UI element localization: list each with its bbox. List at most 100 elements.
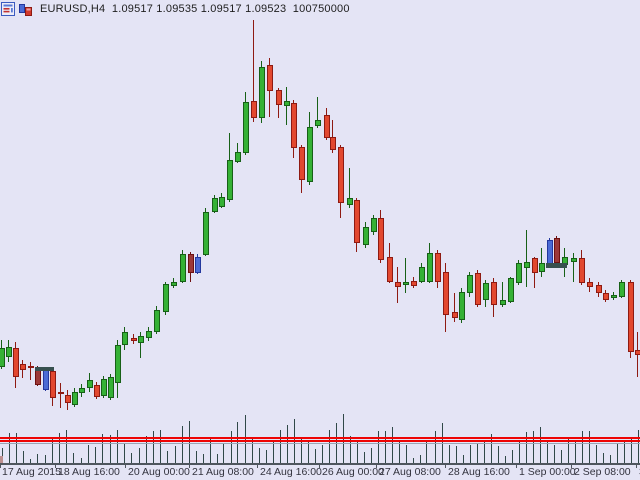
candlestick <box>251 101 257 118</box>
candlestick <box>79 388 85 393</box>
time-axis-major-tick <box>257 463 258 468</box>
candlestick <box>508 278 514 302</box>
candlestick <box>87 380 93 388</box>
volume-bar <box>589 431 590 463</box>
candle-wick <box>253 20 254 122</box>
ask-price-line <box>0 437 640 439</box>
volume-bar <box>95 447 96 463</box>
volume-bar <box>638 430 639 463</box>
volume-bar <box>252 437 253 463</box>
candlestick <box>571 258 577 262</box>
volume-bar <box>554 445 555 463</box>
candlestick <box>435 253 441 282</box>
candlestick <box>203 212 209 255</box>
volume-bar <box>245 415 246 463</box>
candle-wick <box>140 332 141 358</box>
candlestick <box>603 293 609 300</box>
candlestick <box>403 282 409 285</box>
volume-bar <box>533 431 534 463</box>
volume-bar <box>146 436 147 463</box>
candlestick <box>378 218 384 260</box>
volume-bar <box>343 414 344 463</box>
volume-bar <box>491 434 492 463</box>
volume-bar <box>308 441 309 463</box>
candlestick <box>65 395 71 403</box>
candlestick <box>628 282 634 352</box>
candlestick <box>330 137 336 150</box>
volume-bar <box>37 454 38 463</box>
candle-wick <box>30 362 31 380</box>
volume-bar <box>259 448 260 463</box>
candlestick <box>587 282 593 287</box>
candlestick <box>579 258 585 283</box>
candlestick <box>259 67 265 118</box>
candlestick <box>146 331 152 338</box>
clipped-artifact <box>0 456 3 463</box>
marker-bar <box>35 367 54 371</box>
volume-bar <box>223 443 224 463</box>
volume-bar <box>392 427 393 463</box>
volume-bar <box>617 444 618 463</box>
candlestick <box>419 267 425 282</box>
data-window-icon <box>1 1 18 17</box>
candle-wick <box>454 293 455 322</box>
candlestick <box>154 310 160 332</box>
time-axis-label: 2 Sep 08:00 <box>574 466 631 478</box>
candlestick <box>532 258 538 273</box>
candlestick <box>212 198 218 212</box>
candlestick <box>276 90 282 105</box>
time-axis-label: 28 Aug 16:00 <box>448 466 510 478</box>
volume-bar <box>378 431 379 463</box>
volume-bar <box>371 448 372 463</box>
candlestick <box>500 300 506 305</box>
candlestick <box>635 350 640 355</box>
candlestick <box>122 332 128 345</box>
volume-bar <box>449 445 450 463</box>
volume-bar <box>512 450 513 463</box>
volume-bar <box>322 445 323 463</box>
time-axis-label: 26 Aug 00:00 <box>322 466 384 478</box>
candlestick <box>539 263 545 272</box>
candlestick <box>411 281 417 286</box>
time-axis-major-tick <box>516 463 517 468</box>
volume-bar <box>266 450 267 463</box>
volume-bar <box>575 441 576 463</box>
candlestick <box>452 312 458 318</box>
volume-bar <box>540 427 541 463</box>
volume-bar <box>88 445 89 463</box>
candlestick <box>267 65 273 91</box>
time-axis-major-tick <box>189 463 190 468</box>
volume-bar <box>484 441 485 463</box>
candlestick <box>20 364 26 370</box>
volume-bar <box>498 446 499 463</box>
volume-bar <box>364 452 365 463</box>
candlestick <box>6 347 12 357</box>
candlestick <box>131 338 137 341</box>
candlestick <box>0 348 5 367</box>
candlestick <box>371 218 377 232</box>
volume-bar <box>610 455 611 463</box>
candle-wick <box>60 383 61 408</box>
volume-bar <box>413 458 414 463</box>
volume-bar <box>210 438 211 463</box>
candle-wick <box>405 258 406 293</box>
volume-bar <box>273 441 274 463</box>
volume-bar <box>315 449 316 463</box>
volume-bar <box>189 421 190 463</box>
volume-bar <box>196 451 197 463</box>
candle-wick <box>317 97 318 128</box>
time-axis-major-tick <box>445 463 446 468</box>
time-axis-label: 27 Aug 08:00 <box>379 466 441 478</box>
candlestick <box>483 283 489 300</box>
volume-bar <box>203 454 204 463</box>
candle-wick <box>286 87 287 125</box>
candlestick <box>101 379 107 396</box>
volume-bar <box>52 438 53 463</box>
candlestick <box>235 152 241 162</box>
candlestick <box>427 253 433 282</box>
candlestick <box>491 282 497 305</box>
volume-bar <box>16 433 17 463</box>
time-axis-label: 1 Sep 00:00 <box>519 466 576 478</box>
